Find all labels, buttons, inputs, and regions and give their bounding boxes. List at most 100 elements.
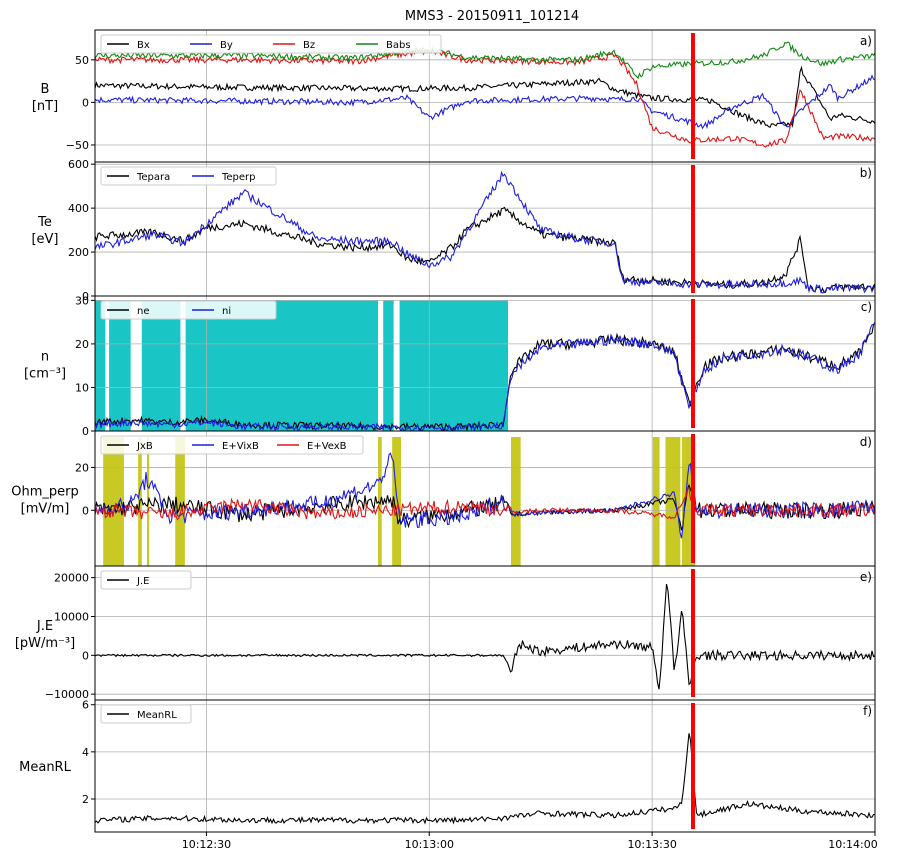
figure-title: MMS3 - 20150911_101214: [405, 9, 579, 24]
y-axis-label: Ohm_perp: [11, 485, 78, 500]
series-line-meanrl: [95, 733, 875, 825]
legend-box: [100, 34, 442, 54]
y-axis-label: J.E: [36, 619, 53, 634]
legend-entry: By: [220, 40, 233, 51]
legend: J.E: [100, 570, 192, 590]
legend-entry: ni: [222, 306, 231, 317]
series-line-tepara: [95, 206, 875, 294]
y-tick-label: 0: [82, 425, 89, 438]
y-tick-label: 6: [82, 699, 89, 712]
y-axis-label: [pW/m⁻³]: [15, 636, 75, 651]
panel-tag: e): [860, 570, 872, 584]
shaded-interval: [665, 437, 681, 566]
shaded-interval: [175, 437, 185, 566]
series-line-e-vixb: [95, 452, 875, 539]
series-line-e-vexb: [95, 486, 875, 521]
y-axis-label: MeanRL: [19, 760, 71, 775]
shaded-interval: [378, 437, 382, 566]
series-line-ne: [95, 322, 875, 431]
series-line-bz: [95, 48, 875, 148]
y-tick-label: 600: [68, 158, 89, 171]
y-tick-label: 0: [82, 504, 89, 517]
shaded-interval: [399, 300, 509, 431]
panel-4: −10000 0 10000 20000 J.E [pW/m⁻³] e) J.E: [15, 565, 876, 701]
y-tick-label: 4: [82, 746, 89, 759]
x-tick-label: 10:13:30: [627, 838, 676, 851]
series-line-babs: [95, 41, 875, 80]
panel-frame: [94, 565, 876, 701]
legend-entry: MeanRL: [137, 710, 177, 721]
panel-frame: [94, 699, 876, 833]
y-tick-label: 10000: [54, 610, 89, 623]
series-line-bx: [95, 65, 875, 129]
panel-tag: c): [861, 300, 872, 314]
shaded-interval: [103, 437, 124, 566]
x-axis: 10:12:30 10:13:00 10:13:30 10:14:00: [182, 832, 878, 851]
legend-box: [100, 166, 277, 186]
y-tick-label: 200: [68, 246, 89, 259]
x-tick-label: 10:12:30: [182, 838, 231, 851]
shaded-interval: [383, 300, 394, 431]
legend-box: [100, 435, 364, 455]
panel-3: 0 20 Ohm_perp [mV/m] d) JxB E+VixB E+VexB: [11, 430, 876, 567]
legend-entry: E+VixB: [222, 441, 259, 452]
panel-5: 2 4 6 MeanRL f) MeanRL: [19, 699, 876, 833]
series-line-j-e: [95, 583, 875, 690]
y-tick-label: 20: [75, 461, 89, 474]
x-tick-label: 10:13:00: [405, 838, 454, 851]
y-tick-label: 0: [82, 96, 89, 109]
y-axis-label: [nT]: [32, 99, 58, 114]
legend: ne ni: [100, 300, 277, 320]
legend-entry: J.E: [136, 576, 149, 587]
shaded-interval: [185, 300, 379, 431]
legend-box: [100, 300, 277, 320]
y-tick-label: 10: [75, 381, 89, 394]
legend-entry: Teperp: [221, 172, 256, 183]
y-tick-label: 2: [82, 793, 89, 806]
legend: Tepara Teperp: [100, 166, 277, 186]
legend-entry: Babs: [386, 40, 411, 51]
legend-entry: ne: [137, 306, 150, 317]
shaded-interval: [511, 437, 521, 566]
series-line-teperp: [95, 170, 875, 294]
panel-tag: b): [860, 166, 872, 180]
y-tick-label: −50: [66, 139, 89, 152]
y-tick-label: 400: [68, 202, 89, 215]
y-tick-label: 30: [75, 294, 89, 307]
panel-tag: d): [860, 435, 872, 449]
legend: JxB E+VixB E+VexB: [100, 435, 364, 455]
legend-entry: Tepara: [136, 172, 170, 183]
shaded-interval: [109, 300, 131, 431]
legend-box: [100, 570, 192, 590]
y-tick-label: 20000: [54, 572, 89, 585]
y-axis-label: [cm⁻³]: [24, 367, 66, 382]
y-axis-label: [eV]: [31, 232, 58, 247]
shaded-interval: [392, 437, 402, 566]
y-tick-label: 50: [75, 54, 89, 67]
legend-entry: E+VexB: [307, 441, 347, 452]
y-tick-label: −10000: [45, 688, 89, 701]
panel-tag: a): [860, 34, 872, 48]
legend: MeanRL: [100, 704, 192, 724]
series-line-ni: [95, 322, 875, 431]
shaded-interval: [652, 437, 660, 566]
y-axis-label: [mV/m]: [21, 502, 70, 517]
panel-1: 0 200 400 600 Te [eV] b) Tepara Teperp: [31, 158, 876, 303]
legend-entry: JxB: [136, 441, 153, 452]
legend: Bx By Bz Babs: [100, 34, 442, 54]
y-tick-label: 20: [75, 338, 89, 351]
legend-entry: Bz: [303, 40, 315, 51]
panel-0: −50 0 50 B [nT] a) Bx By Bz Babs: [32, 29, 876, 163]
legend-entry: Bx: [137, 40, 150, 51]
y-tick-label: 0: [82, 649, 89, 662]
panel-2: 0 10 20 30 n [cm⁻³] c) ne ni: [24, 294, 876, 438]
panel-tag: f): [863, 704, 872, 718]
series-line-by: [95, 74, 875, 130]
x-tick-label: 10:14:00: [828, 838, 877, 851]
y-axis-label: n: [41, 350, 49, 365]
shaded-interval: [95, 300, 106, 431]
shaded-interval: [141, 300, 181, 431]
y-tick-label: 0: [82, 290, 89, 303]
